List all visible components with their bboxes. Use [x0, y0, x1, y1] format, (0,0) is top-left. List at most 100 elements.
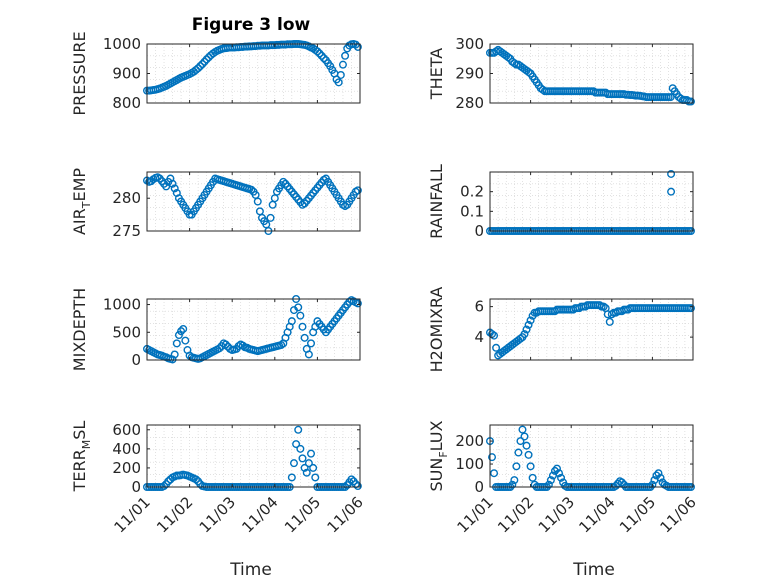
data-point [488, 453, 497, 462]
data-point [311, 473, 320, 482]
x-tick-label: 11/05 [281, 493, 324, 536]
data-point [172, 339, 181, 348]
grid [490, 425, 693, 487]
data-point [162, 182, 171, 191]
data-point [611, 481, 620, 490]
series-points [142, 295, 362, 364]
data-point [522, 441, 531, 450]
data-point [510, 476, 519, 485]
data-point [202, 55, 211, 64]
data-point [504, 53, 513, 62]
subplot-6: 4 6 H2OMIXRA [427, 287, 695, 372]
data-point [526, 462, 535, 471]
data-point [247, 185, 256, 194]
x-tick-label: 11/01 [454, 493, 497, 536]
x-tick-label: 11/04 [238, 493, 281, 536]
data-point [292, 440, 301, 449]
data-point [648, 480, 657, 489]
data-point [309, 463, 318, 472]
data-point [266, 213, 275, 222]
data-point [200, 57, 209, 66]
data-point [307, 449, 316, 458]
data-point [520, 330, 529, 339]
data-point [520, 432, 529, 441]
y-tick-label: 200 [112, 459, 141, 477]
data-point [353, 186, 362, 195]
y-tick-label: 280 [112, 189, 141, 207]
y-tick-label: 0 [131, 351, 141, 369]
x-tick-label: 11/02 [494, 493, 537, 536]
y-tick-label: 0 [131, 478, 141, 496]
y-tick-label: 275 [112, 222, 141, 240]
axes-box [489, 424, 694, 488]
x-tick-label: 11/02 [153, 493, 196, 536]
y-axis-label: TERRMSL [70, 421, 93, 493]
y-tick-label: 100 [455, 455, 484, 473]
x-tick-label: 11/05 [616, 493, 659, 536]
data-point [516, 334, 525, 343]
y-tick-label: 200 [455, 432, 484, 450]
axes-box [489, 298, 694, 361]
data-point [179, 324, 188, 333]
data-point [595, 301, 604, 310]
data-point [287, 473, 296, 482]
data-point [304, 350, 313, 359]
grid [490, 172, 693, 231]
data-point [654, 469, 663, 478]
data-point [617, 478, 626, 487]
y-axis-label: RAINFALL [427, 164, 446, 239]
data-point [510, 59, 519, 68]
data-point [686, 97, 695, 106]
data-point [294, 425, 303, 434]
data-point [194, 64, 203, 73]
data-point [524, 320, 533, 329]
data-point [524, 450, 533, 459]
y-tick-label: 600 [112, 421, 141, 439]
data-point [492, 343, 501, 352]
data-point [512, 462, 521, 471]
data-point [221, 340, 230, 349]
subplot-4: 0 0.10.2 RAINFALL [427, 164, 695, 240]
y-tick-label: 290 [455, 65, 484, 83]
data-point [296, 444, 305, 453]
data-point [168, 355, 177, 364]
data-point [524, 68, 533, 77]
data-point [686, 304, 695, 313]
axes-box [146, 424, 361, 488]
grid [147, 425, 360, 487]
axes-box [146, 298, 361, 361]
data-point [277, 341, 286, 350]
data-point [289, 459, 298, 468]
y-tick-label: 0 [474, 478, 484, 496]
data-point [555, 469, 564, 478]
data-point [168, 179, 177, 188]
data-point [667, 187, 676, 196]
data-point [300, 333, 309, 342]
data-point [215, 344, 224, 353]
data-point [302, 468, 311, 477]
data-point [298, 454, 307, 463]
data-point [666, 93, 675, 102]
data-point [181, 336, 190, 345]
data-point [353, 482, 362, 491]
data-point [287, 317, 296, 326]
data-point [334, 78, 343, 87]
figure-title: Figure 3 low [192, 15, 311, 35]
data-point [546, 476, 555, 485]
data-point [279, 177, 288, 186]
data-point [508, 480, 517, 489]
series-points [486, 45, 695, 106]
y-axis-label: PRESSURE [70, 31, 89, 115]
data-point [298, 322, 307, 331]
data-point [552, 464, 561, 473]
data-point [170, 184, 179, 193]
data-point [607, 310, 616, 319]
data-point [656, 473, 665, 482]
data-point [315, 49, 324, 58]
data-point [160, 482, 169, 491]
y-tick-label: 0.2 [460, 183, 484, 201]
y-tick-label: 6 [474, 298, 484, 316]
grid [490, 299, 693, 360]
